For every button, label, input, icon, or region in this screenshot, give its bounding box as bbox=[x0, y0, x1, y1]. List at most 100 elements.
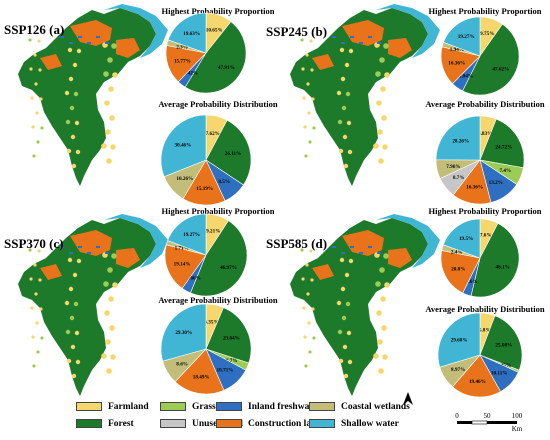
farmland-patch bbox=[33, 53, 37, 57]
farmland-patch bbox=[340, 76, 346, 82]
farmland-patch bbox=[303, 125, 307, 129]
construction-land-area bbox=[116, 38, 140, 58]
inland-freshwater-patch bbox=[78, 246, 82, 248]
farmland-patch bbox=[342, 344, 348, 350]
legend-label: Farmland bbox=[108, 401, 149, 412]
farmland-patch bbox=[30, 96, 34, 100]
farmland-patch bbox=[384, 282, 390, 288]
pie-slice-label: 7.4% bbox=[499, 168, 511, 174]
farmland-patch bbox=[378, 368, 384, 374]
average-probability-pie: 7.62% 26.11% 8.5% 15.19%10.26% 30.46% bbox=[160, 114, 252, 206]
pie-slice-label: 10.71% bbox=[217, 367, 234, 373]
construction-land-area bbox=[312, 54, 334, 70]
farmland-patch bbox=[68, 286, 74, 292]
farmland-patch bbox=[381, 115, 387, 121]
grassland-patch bbox=[304, 364, 308, 368]
average-probability-pie: 6.83% 24.72% 7.4% 13.2% 16.36%8.7% 7.96% 28.26… bbox=[435, 115, 525, 205]
inland-freshwater-patch bbox=[332, 246, 336, 248]
shallow-water-area bbox=[376, 4, 440, 58]
farmland-patch bbox=[31, 125, 35, 129]
inland-freshwater-patch bbox=[69, 252, 73, 254]
inland-freshwater-patch bbox=[359, 42, 363, 44]
farmland-patch bbox=[66, 358, 72, 364]
legend-label: Inland freshwater bbox=[248, 401, 321, 412]
construction-land-area bbox=[388, 248, 412, 268]
grassland-patch bbox=[375, 71, 381, 77]
pie-slice-label: 15.19% bbox=[196, 186, 213, 192]
pie-slice-label: 16.36% bbox=[466, 185, 483, 191]
inland-freshwater-patch bbox=[78, 36, 82, 38]
farmland-patch bbox=[106, 158, 112, 164]
farmland-patch bbox=[38, 68, 42, 72]
pie-slice-label: 2.4% bbox=[451, 250, 463, 256]
farmland-patch bbox=[309, 249, 313, 253]
legend-swatch bbox=[76, 402, 102, 411]
farmland-patch bbox=[74, 120, 80, 126]
pie-slice-label: 8.5% bbox=[218, 179, 230, 185]
pie-slice-label: 19.5% bbox=[459, 236, 473, 242]
farmland-patch bbox=[39, 97, 43, 101]
grassland-patch bbox=[107, 57, 113, 63]
pie-slice-shallow-water bbox=[167, 12, 207, 54]
farmland-patch bbox=[109, 115, 115, 121]
grassland-patch bbox=[65, 119, 71, 125]
pie-slice-forest bbox=[479, 118, 525, 169]
farmland-patch bbox=[105, 339, 111, 345]
farmland-patch bbox=[344, 62, 350, 68]
grassland-patch bbox=[107, 267, 113, 273]
farmland-patch bbox=[106, 368, 112, 374]
pie-slice-forest bbox=[205, 119, 252, 186]
pie-slice-label: 10.65% bbox=[206, 28, 223, 34]
inland-freshwater-patch bbox=[87, 42, 91, 44]
farmland-patch bbox=[340, 286, 346, 292]
highest-title: Highest Probability Proportion bbox=[161, 206, 274, 216]
inland-freshwater-patch bbox=[350, 246, 354, 248]
farmland-patch bbox=[75, 149, 81, 155]
grassland-patch bbox=[337, 119, 343, 125]
grassland-patch bbox=[32, 154, 36, 158]
grassland-patch bbox=[308, 140, 312, 144]
farmland-patch bbox=[66, 148, 72, 154]
highest-probability-pie: 9.75% 47.62% 5.04% 16.36% 1.94% 19.27% bbox=[440, 16, 520, 96]
inland-freshwater-patch bbox=[69, 42, 73, 44]
legend-label: Coastal wetlands bbox=[341, 401, 410, 412]
scale-segment bbox=[487, 421, 517, 424]
farmland-patch bbox=[338, 358, 344, 364]
shallow-water-area bbox=[376, 214, 440, 268]
grassland-patch bbox=[111, 43, 117, 49]
grassland-patch bbox=[337, 329, 343, 335]
pie-slice-label: 47.62% bbox=[492, 66, 509, 72]
pie-slice-label: 2.3% bbox=[176, 45, 188, 51]
farmland-patch bbox=[310, 68, 314, 72]
farmland-patch bbox=[70, 344, 76, 350]
pie-slice-label: 29.68% bbox=[451, 337, 468, 343]
farmland-patch bbox=[373, 143, 379, 149]
farmland-patch bbox=[302, 96, 306, 100]
panel-label: SSP245 (b) bbox=[266, 24, 327, 39]
grassland-patch bbox=[73, 91, 79, 97]
farmland-patch bbox=[338, 148, 344, 154]
grassland-patch bbox=[304, 154, 308, 158]
pie-slice-label: 1.71% bbox=[175, 245, 189, 251]
farmland-patch bbox=[339, 257, 345, 263]
farmland-patch bbox=[67, 47, 73, 53]
pie-slice-label: 28.26% bbox=[452, 139, 469, 145]
farmland-patch bbox=[307, 111, 311, 115]
pie-slice-label: 7.96% bbox=[446, 164, 460, 170]
scale-segment bbox=[471, 420, 488, 425]
legend-item-farmland: Farmland bbox=[76, 401, 149, 412]
grassland-patch bbox=[69, 315, 75, 321]
farmland-patch bbox=[29, 277, 33, 281]
pie-slice-label: 3.42% bbox=[184, 71, 198, 77]
highest-probability-pie: 7.6% 46.1% 3.6%20.8% 2.4% 19.5% bbox=[440, 218, 520, 298]
pie-slice-label: 20.8% bbox=[451, 267, 465, 273]
grassland-patch bbox=[36, 140, 40, 144]
farmland-patch bbox=[68, 76, 74, 82]
inland-freshwater-patch bbox=[341, 252, 345, 254]
legend-item-coastal-wetlands: Coastal wetlands bbox=[309, 401, 410, 412]
construction-land-area bbox=[70, 20, 112, 46]
pie-slice-label: 16.36% bbox=[448, 61, 465, 67]
pie-slice-label: 19.63% bbox=[183, 31, 200, 37]
legend-swatch bbox=[160, 402, 186, 411]
